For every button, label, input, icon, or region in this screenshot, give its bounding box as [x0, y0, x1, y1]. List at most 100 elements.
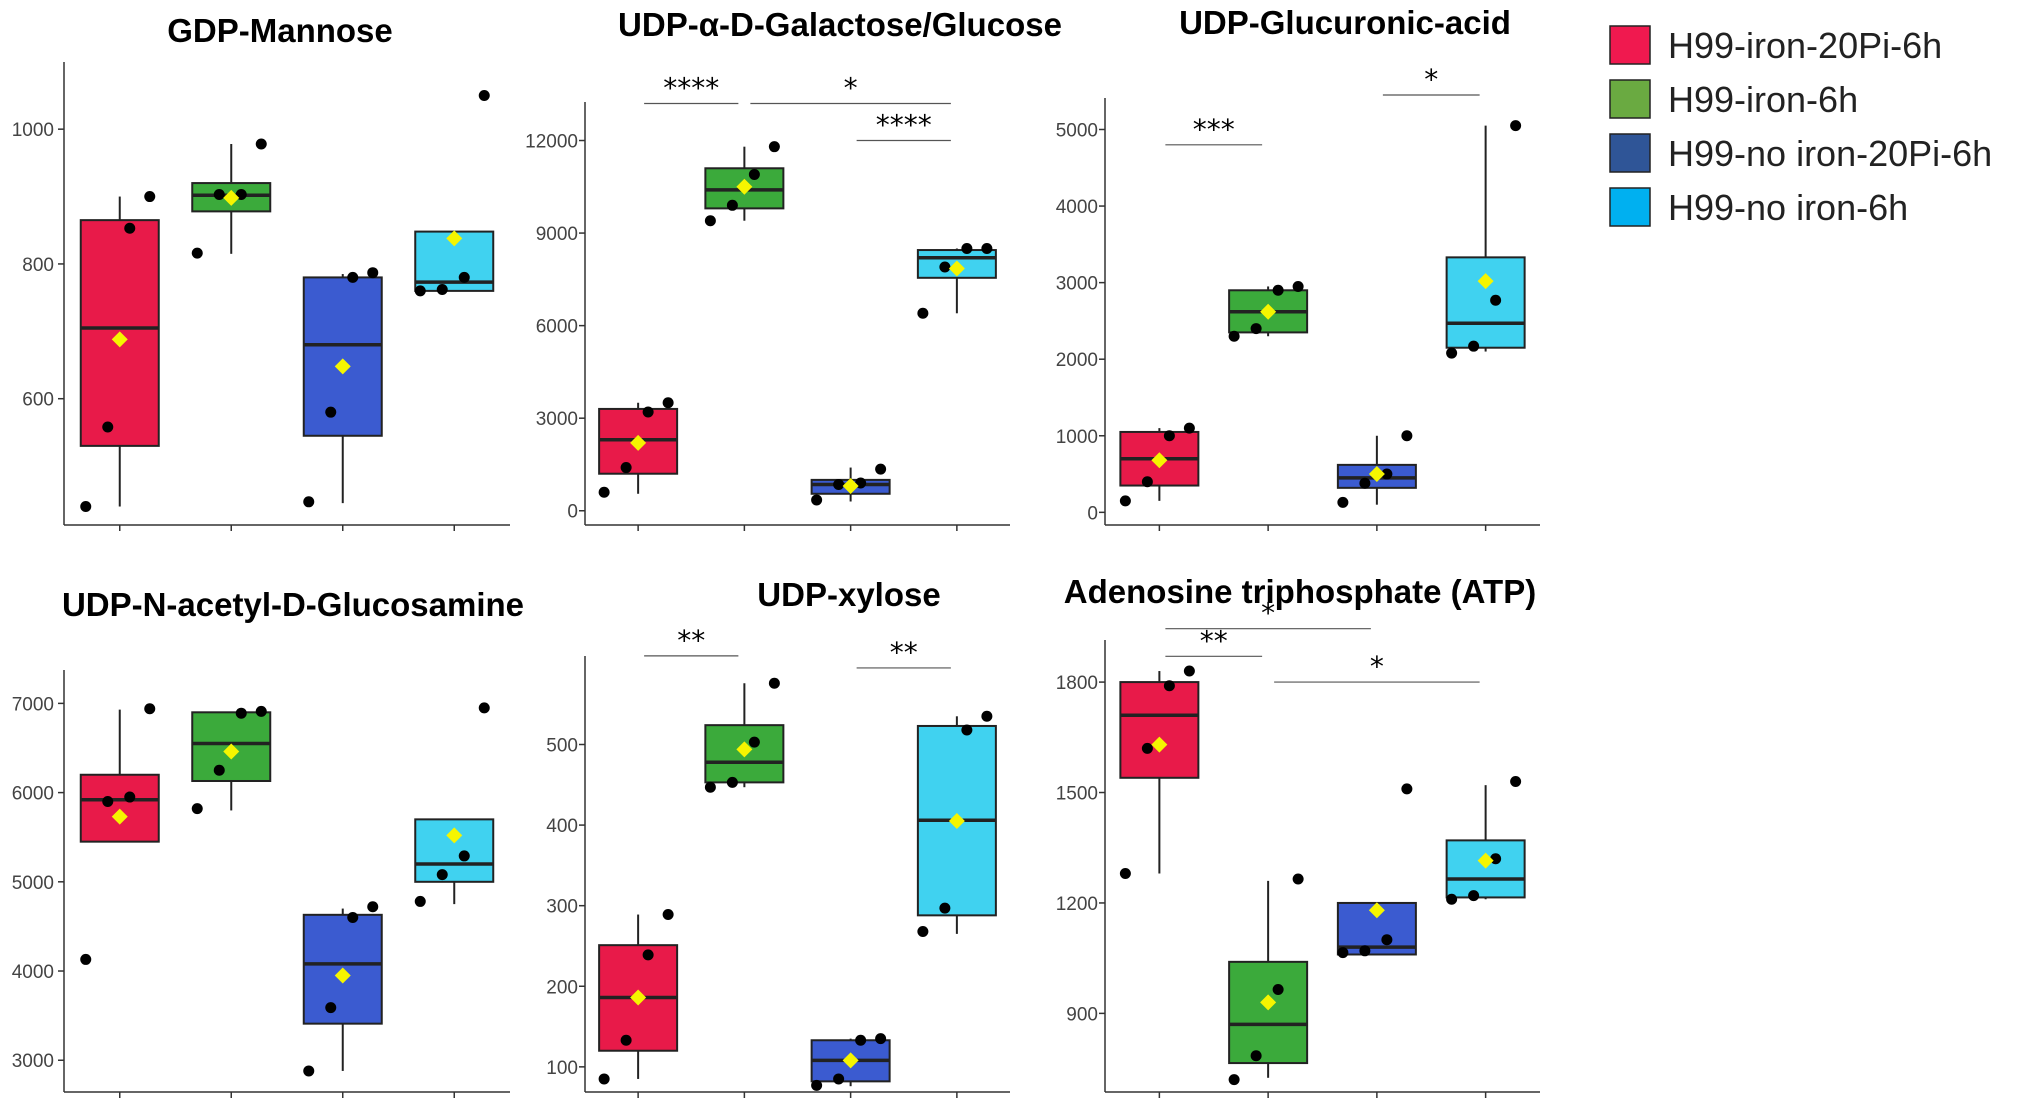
data-point	[213, 189, 225, 201]
data-point	[1401, 430, 1413, 442]
data-point	[833, 1073, 845, 1085]
data-point	[726, 199, 738, 211]
data-point	[1292, 280, 1304, 292]
y-tick-label: 4000	[12, 962, 54, 983]
legend-swatch	[1609, 79, 1651, 119]
data-point	[1490, 853, 1502, 865]
data-point	[1337, 496, 1349, 508]
y-tick-label: 3000	[536, 409, 578, 430]
data-point	[620, 462, 632, 474]
data-point	[213, 764, 225, 776]
y-tick-label: 900	[1066, 1004, 1098, 1025]
significance-label: *	[1370, 650, 1384, 683]
data-point	[939, 261, 951, 273]
data-point	[917, 925, 929, 937]
data-point	[768, 141, 780, 153]
y-tick-label: 1000	[1056, 427, 1098, 448]
data-point	[662, 397, 674, 409]
data-point	[235, 707, 247, 719]
data-point	[325, 406, 337, 418]
y-tick-label: 1200	[1056, 894, 1098, 915]
data-point	[1446, 893, 1458, 905]
data-point	[726, 776, 738, 788]
data-point	[436, 869, 448, 881]
mean-marker	[1151, 736, 1168, 753]
chart-title: GDP-Mannose	[167, 12, 393, 49]
significance-label: ****	[876, 109, 932, 142]
data-point	[981, 710, 993, 722]
mean-marker	[334, 358, 351, 375]
data-point	[191, 247, 203, 259]
data-point	[1250, 1050, 1262, 1062]
significance-label: **	[1200, 624, 1228, 657]
data-point	[414, 895, 426, 907]
y-tick-label: 400	[546, 816, 578, 837]
data-point	[981, 242, 993, 254]
box-2	[1228, 960, 1309, 1065]
data-point	[620, 1034, 632, 1046]
y-tick-label: 0	[1087, 503, 1098, 524]
box-4	[1445, 839, 1526, 899]
mean-marker	[1368, 466, 1385, 483]
data-point	[458, 850, 470, 862]
data-point	[1292, 873, 1304, 885]
box-4	[1445, 256, 1526, 349]
data-point	[325, 1002, 337, 1014]
data-point	[1141, 742, 1153, 754]
mean-marker	[630, 434, 647, 451]
y-tick-label: 500	[546, 736, 578, 757]
chart-panel-6: Adenosine triphosphate (ATP) 900 1200 1500 1…	[1056, 573, 1540, 1098]
mean-marker	[1151, 452, 1168, 469]
significance-label: *	[1424, 63, 1438, 96]
data-point	[436, 284, 448, 296]
legend-swatch	[1609, 133, 1651, 173]
mean-marker	[1477, 273, 1494, 290]
data-point	[1163, 680, 1175, 692]
chart-title: UDP-α-D-Galactose/Glucose	[618, 6, 1062, 43]
data-point	[811, 494, 823, 506]
data-point	[1381, 468, 1393, 480]
mean-marker	[223, 189, 240, 206]
chart-panel-1: GDP-Mannose 600 800 1000	[12, 12, 510, 531]
data-point	[855, 1034, 867, 1046]
mean-marker	[948, 813, 965, 830]
legend-label: H99-iron-20Pi-6h	[1668, 25, 1942, 66]
chart-panel-4: UDP-N-acetyl-D-Glucosamine 3000 4000 5000 60…	[12, 586, 524, 1098]
data-point	[458, 271, 470, 283]
chart-title: UDP-N-acetyl-D-Glucosamine	[62, 586, 524, 623]
significance-label: *	[1261, 597, 1275, 630]
significance-label: **	[677, 624, 705, 657]
data-point	[303, 496, 315, 508]
data-point	[939, 902, 951, 914]
y-tick-label: 12000	[525, 132, 578, 153]
mean-marker	[1260, 994, 1277, 1011]
data-point	[1510, 775, 1522, 787]
data-point	[704, 781, 716, 793]
chart-title: UDP-Glucuronic-acid	[1179, 4, 1511, 41]
mean-marker	[736, 178, 753, 195]
data-point	[1337, 947, 1349, 959]
data-point	[80, 953, 92, 965]
mean-marker	[630, 989, 647, 1006]
data-point	[875, 463, 887, 475]
box-1	[1119, 681, 1200, 779]
legend-label: H99-iron-6h	[1668, 79, 1858, 120]
data-point	[642, 949, 654, 961]
data-point	[255, 138, 267, 150]
y-tick-label: 2000	[1056, 350, 1098, 371]
y-tick-label: 1500	[1056, 784, 1098, 805]
y-tick-label: 4000	[1056, 197, 1098, 218]
data-point	[875, 1033, 887, 1045]
data-point	[704, 215, 716, 227]
data-point	[1119, 868, 1131, 879]
data-point	[1510, 120, 1522, 132]
significance-label: ***	[1193, 113, 1235, 146]
data-point	[1381, 934, 1393, 946]
data-point	[1141, 476, 1153, 488]
mean-marker	[1477, 852, 1494, 869]
chart-panel-2: UDP-α-D-Galactose/Glucose 0 3000 6000 9000 12…	[525, 6, 1062, 531]
data-point	[748, 168, 760, 180]
data-point	[811, 1079, 823, 1091]
data-point	[367, 267, 379, 279]
data-point	[144, 191, 156, 203]
